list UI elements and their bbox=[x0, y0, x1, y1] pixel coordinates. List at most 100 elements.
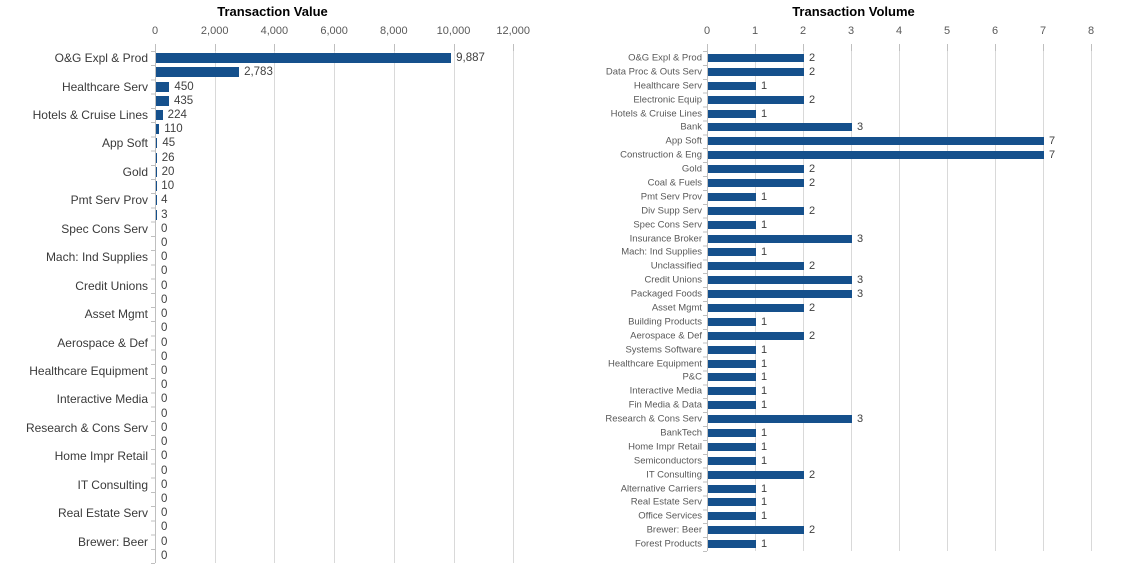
gridline bbox=[803, 51, 804, 551]
value-label: 20 bbox=[161, 165, 175, 178]
value-label: 1 bbox=[761, 385, 768, 398]
value-label: 0 bbox=[161, 436, 168, 449]
value-label: 435 bbox=[173, 94, 194, 107]
bar bbox=[156, 53, 452, 64]
x-axis-tick bbox=[393, 44, 395, 51]
x-tick-label: 4,000 bbox=[260, 25, 289, 37]
category-label: Fin Media & Data bbox=[628, 399, 702, 411]
category-label: Aerospace & Def bbox=[630, 330, 702, 342]
value-label: 3 bbox=[857, 413, 864, 426]
x-tick-label: 2,000 bbox=[200, 25, 229, 37]
bar bbox=[708, 165, 804, 174]
bar bbox=[708, 498, 756, 507]
value-label: 0 bbox=[161, 478, 168, 491]
x-axis-tick bbox=[513, 44, 515, 51]
category-label: Div Supp Serv bbox=[641, 205, 702, 217]
category-label: Real Estate Serv bbox=[630, 496, 702, 508]
value-label: 2 bbox=[809, 93, 816, 106]
value-label: 7 bbox=[1049, 149, 1056, 162]
value-label: 2 bbox=[809, 176, 816, 189]
gridline bbox=[995, 51, 996, 551]
value-label: 1 bbox=[761, 371, 768, 384]
bar bbox=[708, 53, 804, 62]
value-label: 1 bbox=[761, 454, 768, 467]
value-label: 7 bbox=[1049, 135, 1056, 148]
gridline bbox=[1091, 51, 1092, 551]
category-label: Pmt Serv Prov bbox=[70, 193, 148, 208]
transaction-value-chart: Transaction Value 0 2,000 4,000 6,000 8,000 1… bbox=[0, 0, 545, 573]
value-label: 1 bbox=[761, 440, 768, 453]
value-label: 0 bbox=[161, 493, 168, 505]
value-label: 2 bbox=[809, 301, 816, 314]
bar bbox=[708, 123, 852, 132]
bar bbox=[708, 387, 756, 396]
value-label: 2 bbox=[809, 163, 816, 176]
value-label: 0 bbox=[161, 521, 168, 534]
bar bbox=[708, 206, 804, 215]
value-label: 26 bbox=[161, 151, 175, 164]
value-label: 0 bbox=[161, 507, 168, 520]
x-axis-tick bbox=[707, 44, 708, 51]
category-tick-marks bbox=[703, 51, 707, 552]
category-label: Interactive Media bbox=[629, 385, 702, 397]
value-label: 1 bbox=[761, 79, 768, 92]
value-label: 1 bbox=[761, 315, 768, 328]
value-label: 0 bbox=[161, 308, 168, 321]
x-axis-tick bbox=[947, 44, 948, 51]
x-axis-tick bbox=[1091, 44, 1092, 51]
bar bbox=[708, 109, 756, 118]
x-axis-tick bbox=[803, 44, 804, 51]
x-tick-label: 6 bbox=[991, 25, 999, 37]
value-label: 1 bbox=[761, 107, 768, 120]
value-label: 10 bbox=[161, 180, 175, 193]
category-label: O&G Expl & Prod bbox=[54, 51, 148, 66]
value-label: 0 bbox=[161, 322, 168, 335]
bar bbox=[708, 428, 756, 437]
bar bbox=[708, 81, 756, 90]
value-label: 0 bbox=[161, 393, 168, 406]
value-label: 1 bbox=[761, 399, 768, 412]
chart-title: Transaction Value bbox=[217, 4, 328, 19]
category-label: Building Products bbox=[628, 316, 702, 328]
x-tick-label: 12,000 bbox=[496, 25, 531, 37]
value-label: 0 bbox=[161, 237, 168, 249]
category-label: Spec Cons Serv bbox=[61, 221, 148, 236]
bar bbox=[708, 234, 852, 243]
value-label: 0 bbox=[161, 365, 168, 377]
value-label: 2 bbox=[809, 204, 816, 217]
x-tick-label: 2 bbox=[799, 25, 807, 37]
bar bbox=[708, 95, 804, 104]
category-label: Unclassified bbox=[650, 260, 702, 272]
bar bbox=[708, 345, 756, 354]
bar bbox=[708, 359, 756, 368]
category-label: Mach: Ind Supplies bbox=[45, 250, 148, 265]
value-label: 3 bbox=[857, 121, 864, 134]
category-label: Pmt Serv Prov bbox=[640, 191, 702, 203]
value-label: 0 bbox=[161, 336, 168, 349]
gridline bbox=[513, 51, 515, 563]
bar bbox=[156, 95, 169, 106]
category-label: App Soft bbox=[665, 135, 702, 147]
x-tick-label: 0 bbox=[703, 25, 711, 37]
category-label: Mach: Ind Supplies bbox=[621, 246, 702, 258]
x-tick-label: 0 bbox=[151, 25, 159, 37]
category-label: Spec Cons Serv bbox=[633, 219, 702, 231]
bar bbox=[708, 484, 756, 493]
x-tick-label: 1 bbox=[751, 25, 759, 37]
value-label: 450 bbox=[174, 80, 194, 93]
category-label: Healthcare Serv bbox=[633, 80, 702, 92]
bar bbox=[708, 540, 756, 549]
value-label: 1 bbox=[761, 482, 768, 495]
bar bbox=[708, 151, 1044, 160]
category-label: Hotels & Cruise Lines bbox=[610, 108, 702, 119]
category-label: Electronic Equip bbox=[633, 94, 702, 106]
bar bbox=[708, 303, 804, 312]
category-label: Healthcare Equipment bbox=[608, 358, 702, 369]
value-label: 0 bbox=[161, 279, 168, 292]
category-label: Asset Mgmt bbox=[651, 302, 702, 314]
category-label: Brewer: Beer bbox=[77, 534, 148, 549]
bar bbox=[708, 192, 756, 201]
category-axis-line bbox=[707, 51, 708, 551]
category-label: Credit Unions bbox=[75, 278, 148, 293]
